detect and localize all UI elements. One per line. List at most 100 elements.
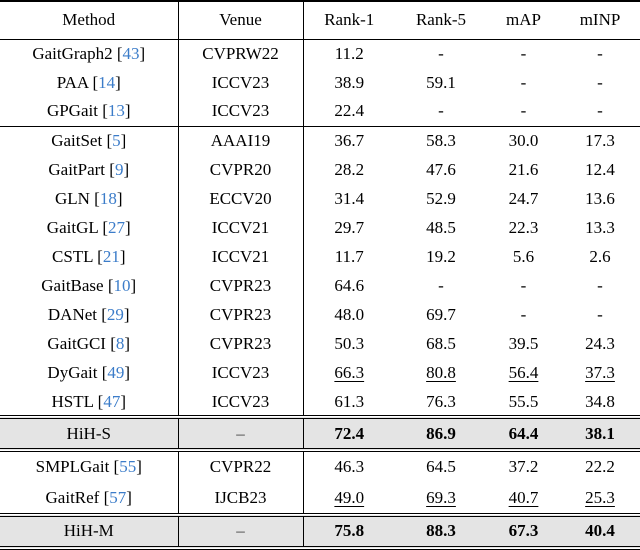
venue-label: CVPR20 [209, 159, 272, 179]
metric-cell-minp: 17.3 [560, 126, 640, 155]
citation-link[interactable]: 27 [108, 218, 126, 238]
method-cell: GaitSet [5] [0, 126, 179, 156]
citation-bracket-open: [ [92, 247, 103, 267]
group-appearance-free: GaitGraph2 [43] CVPRW22 11.2 - - - PAA [14] ICC… [0, 39, 640, 127]
citation-link[interactable]: 43 [122, 43, 140, 63]
metric-value: - [597, 305, 603, 325]
metric-cell-rank1: 72.4 [303, 417, 395, 450]
method-name: GaitGraph2 [32, 43, 113, 63]
metric-value: 48.0 [334, 305, 365, 325]
method-cell: HiH-M [0, 514, 179, 548]
metric-cell-minp: - [560, 97, 640, 126]
citation-link[interactable]: 18 [99, 188, 117, 208]
citation-link[interactable]: 49 [107, 363, 125, 383]
table-row-gaitgraph2: GaitGraph2 [43] CVPRW22 11.2 - - - [0, 39, 640, 69]
method-name: HSTL [51, 391, 94, 411]
metric-value: - [520, 101, 527, 121]
citation-link[interactable]: 10 [113, 276, 131, 296]
citation-link[interactable]: 8 [115, 334, 125, 354]
col-header-rank1: Rank-1 [324, 10, 375, 30]
metric-value: - [520, 276, 527, 296]
method-name: GPGait [46, 101, 98, 121]
metric-cell-rank5: 19.2 [395, 243, 487, 272]
venue-label: ICCV23 [211, 391, 270, 411]
citation-bracket-close: ] [123, 305, 130, 325]
citation-link[interactable]: 57 [109, 487, 127, 507]
metric-value: - [438, 43, 444, 63]
venue-label: – [236, 423, 245, 443]
venue-cell: CVPR22 [178, 450, 304, 483]
citation-link[interactable]: 21 [102, 247, 120, 267]
metric-cell-minp: 12.4 [560, 155, 640, 184]
method-name: HiH-S [66, 423, 111, 443]
metric-cell-map: 5.6 [487, 243, 560, 272]
metric-value: 59.1 [426, 72, 456, 92]
venue-label: CVPR23 [209, 334, 272, 354]
metric-cell-map: 37.2 [487, 450, 560, 482]
metric-value: 22.2 [585, 457, 615, 477]
venue-cell: ICCV21 [178, 242, 304, 272]
metric-cell-map: - [487, 272, 560, 301]
metric-value: 64.5 [426, 457, 456, 477]
metric-value: 46.3 [334, 457, 365, 477]
metric-value: 58.3 [426, 131, 456, 151]
metric-cell-map: - [487, 301, 560, 330]
citation-link[interactable]: 55 [119, 457, 137, 477]
venue-label: ICCV23 [211, 72, 270, 92]
citation-bracket-close: ] [126, 487, 132, 507]
method-cell: HSTL [47] [0, 387, 179, 418]
venue-label: ICCV23 [211, 101, 270, 121]
metric-cell-rank1: 48.0 [303, 301, 395, 330]
metric-value: 31.4 [334, 188, 365, 208]
venue-label: – [236, 521, 245, 541]
method-name: DANet [47, 305, 97, 325]
metric-cell-rank1: 61.3 [303, 388, 395, 417]
metric-value: 76.3 [426, 391, 456, 411]
metric-value: - [520, 43, 527, 63]
metric-cell-rank1: 31.4 [303, 184, 395, 213]
table-row-gaitset: GaitSet [5] AAAI19 36.7 58.3 30.0 17.3 [0, 126, 640, 156]
metric-value: 86.9 [426, 423, 456, 443]
metric-cell-minp: 25.3 [560, 483, 640, 515]
table-row-danet: DANet [29] CVPR23 48.0 69.7 - - [0, 300, 640, 330]
method-cell: HiH-S [0, 417, 179, 451]
metric-value: 55.5 [508, 391, 539, 411]
method-cell: CSTL [21] [0, 242, 179, 272]
metric-cell-rank1: 38.9 [303, 68, 395, 97]
citation-bracket-open: [ [112, 43, 123, 63]
metric-cell-rank5: 59.1 [395, 68, 487, 97]
metric-cell-map: 40.7 [487, 483, 560, 515]
venue-cell: AAAI19 [178, 126, 304, 156]
metric-value: 72.4 [334, 423, 365, 443]
metric-value: 39.5 [508, 334, 539, 354]
metric-cell-rank1: 46.3 [303, 450, 395, 482]
venue-cell: ECCV20 [178, 184, 304, 214]
metric-value: 30.0 [508, 131, 539, 151]
metric-value: 13.6 [585, 188, 615, 208]
metric-cell-rank5: 48.5 [395, 213, 487, 242]
citation-bracket-open: [ [105, 334, 116, 354]
citation-link[interactable]: 14 [98, 72, 116, 92]
citation-link[interactable]: 47 [103, 391, 121, 411]
metric-value: 68.5 [426, 334, 456, 354]
metric-value: 66.3 [334, 363, 365, 383]
method-name: GaitRef [45, 487, 100, 507]
metric-cell-minp: - [560, 272, 640, 301]
citation-link[interactable]: 13 [107, 101, 125, 121]
citation-bracket-close: ] [125, 218, 131, 238]
metric-value: 64.6 [334, 276, 365, 296]
metric-cell-minp: 38.1 [560, 417, 640, 450]
citation-link[interactable]: 5 [112, 131, 121, 151]
venue-label: ECCV20 [209, 188, 272, 208]
group-silhouette-based: GaitSet [5] AAAI19 36.7 58.3 30.0 17.3 GaitPar… [0, 126, 640, 418]
method-cell: GaitBase [10] [0, 271, 179, 301]
method-cell: PAA [14] [0, 68, 179, 98]
metric-value: 37.3 [585, 363, 615, 383]
metric-cell-rank1: 11.2 [303, 39, 395, 68]
metric-value: 88.3 [426, 521, 456, 541]
metric-cell-map: 56.4 [487, 359, 560, 388]
citation-link[interactable]: 29 [106, 305, 124, 325]
metric-value: - [438, 101, 444, 121]
metric-cell-map: 55.5 [487, 388, 560, 417]
citation-link[interactable]: 9 [114, 159, 124, 179]
